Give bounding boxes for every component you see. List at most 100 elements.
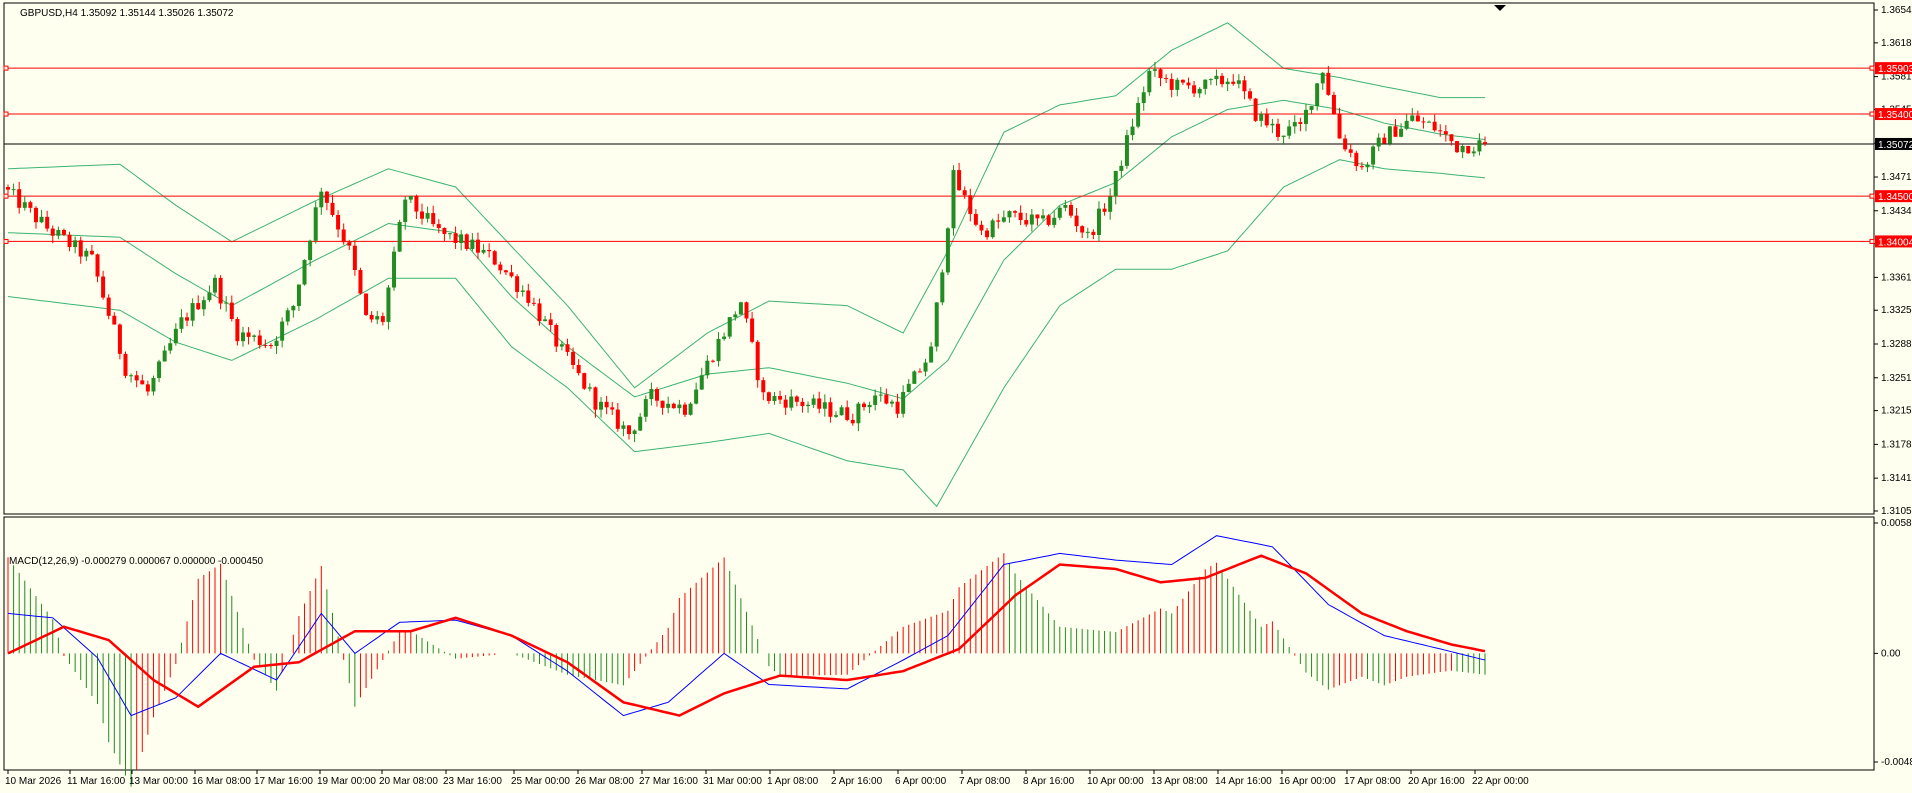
bullish-candle[interactable] [839,407,844,416]
bearish-candle[interactable] [1354,152,1359,167]
bearish-candle[interactable] [800,401,805,407]
bullish-candle[interactable] [397,222,402,252]
bullish-candle[interactable] [1029,214,1034,225]
bullish-candle[interactable] [1175,79,1180,90]
bullish-candle[interactable] [934,302,939,347]
bullish-candle[interactable] [302,260,307,285]
bullish-candle[interactable] [1147,70,1152,93]
bearish-candle[interactable] [1443,131,1448,135]
bearish-candle[interactable] [1158,69,1163,79]
bullish-candle[interactable] [940,272,945,303]
bullish-candle[interactable] [878,394,883,396]
bullish-candle[interactable] [772,396,777,401]
bullish-candle[interactable] [1001,217,1006,222]
bearish-candle[interactable] [61,229,66,235]
bullish-candle[interactable] [73,240,78,248]
bearish-candle[interactable] [414,195,419,212]
bullish-candle[interactable] [11,189,16,191]
bullish-candle[interactable] [1460,145,1465,153]
bearish-candle[interactable] [1231,81,1236,84]
bullish-candle[interactable] [733,314,738,318]
bearish-candle[interactable] [761,380,766,393]
bullish-candle[interactable] [1259,113,1264,121]
bullish-candle[interactable] [1141,92,1146,104]
bearish-candle[interactable] [263,345,268,347]
bearish-candle[interactable] [123,353,128,376]
bearish-candle[interactable] [1035,214,1040,219]
bullish-candle[interactable] [901,392,906,414]
bearish-candle[interactable] [755,341,760,381]
bullish-candle[interactable] [1203,79,1208,89]
bearish-candle[interactable] [420,211,425,219]
bearish-candle[interactable] [1192,85,1197,94]
bearish-candle[interactable] [117,324,122,354]
bearish-candle[interactable] [1080,226,1085,233]
bearish-candle[interactable] [246,332,251,337]
bearish-candle[interactable] [744,302,749,319]
bearish-candle[interactable] [145,384,150,392]
bullish-candle[interactable] [173,328,178,344]
bullish-candle[interactable] [1197,88,1202,94]
bullish-candle[interactable] [1309,106,1314,110]
bearish-candle[interactable] [1091,231,1096,236]
bullish-candle[interactable] [929,346,934,363]
bullish-candle[interactable] [157,361,162,378]
bearish-candle[interactable] [660,400,665,408]
bearish-candle[interactable] [1024,220,1029,225]
bearish-candle[interactable] [750,318,755,342]
bearish-candle[interactable] [218,277,223,304]
bearish-candle[interactable] [33,207,38,223]
bearish-candle[interactable] [453,233,458,243]
bullish-candle[interactable] [201,300,206,310]
bullish-candle[interactable] [834,415,839,417]
bullish-candle[interactable] [1365,164,1370,168]
bearish-candle[interactable] [979,224,984,231]
bearish-candle[interactable] [196,303,201,310]
bearish-candle[interactable] [1455,141,1460,153]
bearish-candle[interactable] [884,394,889,404]
bullish-candle[interactable] [699,375,704,390]
bullish-candle[interactable] [856,403,861,424]
bullish-candle[interactable] [179,317,184,329]
bullish-candle[interactable] [990,220,995,238]
bearish-candle[interactable] [431,213,436,225]
bearish-candle[interactable] [89,250,94,255]
bearish-candle[interactable] [352,245,357,270]
bullish-candle[interactable] [1471,151,1476,154]
bearish-candle[interactable] [515,276,520,292]
bearish-candle[interactable] [268,345,273,347]
bullish-candle[interactable] [22,202,27,208]
bullish-candle[interactable] [1287,126,1292,136]
bullish-candle[interactable] [162,350,167,362]
bearish-candle[interactable] [895,401,900,414]
bearish-candle[interactable] [492,251,497,265]
bearish-candle[interactable] [358,269,363,294]
bullish-candle[interactable] [1136,103,1141,127]
bullish-candle[interactable] [84,250,89,257]
bullish-candle[interactable] [951,170,956,229]
bullish-candle[interactable] [694,389,699,404]
bearish-candle[interactable] [1298,122,1303,124]
bearish-candle[interactable] [593,387,598,410]
bearish-candle[interactable] [1102,208,1107,212]
bearish-candle[interactable] [1449,134,1454,142]
bullish-candle[interactable] [738,302,743,315]
bearish-candle[interactable] [78,240,83,257]
bullish-candle[interactable] [129,375,134,377]
bullish-candle[interactable] [1152,69,1157,71]
bearish-candle[interactable] [973,213,978,225]
bearish-candle[interactable] [985,230,990,238]
level-handle[interactable] [1869,111,1875,117]
bearish-candle[interactable] [615,409,620,429]
bullish-candle[interactable] [481,249,486,253]
bearish-candle[interactable] [845,407,850,420]
bullish-candle[interactable] [587,387,592,389]
bullish-candle[interactable] [447,233,452,235]
bearish-candle[interactable] [1348,149,1353,153]
bearish-candle[interactable] [1180,79,1185,83]
bearish-candle[interactable] [330,202,335,215]
bullish-candle[interactable] [1096,208,1101,236]
bullish-candle[interactable] [677,404,682,409]
bullish-candle[interactable] [459,234,464,243]
bullish-candle[interactable] [213,277,218,293]
